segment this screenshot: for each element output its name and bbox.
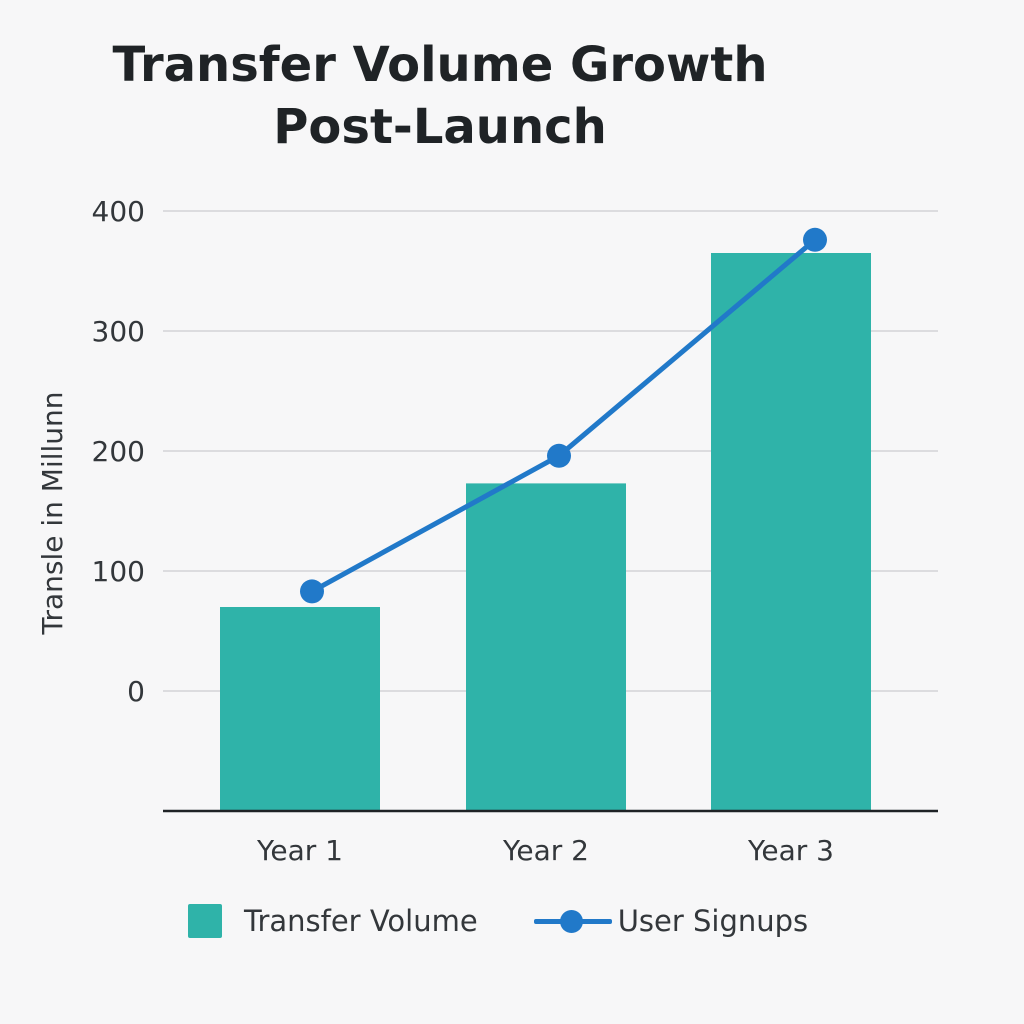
chart-title-line-2: Post-Launch: [273, 99, 607, 155]
bar-year-2: [466, 483, 626, 811]
x-tick-labels: Year 1 Year 2 Year 3: [256, 834, 834, 867]
chart-title-line-1: Transfer Volume Growth: [112, 37, 768, 93]
x-tick-label-year-1: Year 1: [256, 834, 343, 867]
legend-line-swatch-icon: [533, 904, 612, 938]
y-tick-label-0: 0: [127, 675, 145, 708]
legend-item-user-signups: User Signups: [478, 904, 808, 938]
x-tick-label-year-3: Year 3: [747, 834, 834, 867]
x-tick-label-year-2: Year 2: [502, 834, 589, 867]
legend-label-transfer-volume: Transfer Volume: [244, 904, 478, 938]
legend-bar-swatch-icon: [188, 904, 222, 938]
y-tick-label-100: 100: [92, 555, 145, 588]
legend: Transfer Volume User Signups: [188, 896, 1008, 946]
y-tick-label-200: 200: [92, 435, 145, 468]
line-series: [300, 227, 827, 604]
legend-label-user-signups: User Signups: [617, 904, 809, 938]
bar-year-1: [220, 607, 380, 811]
user-signups-point-2: [547, 443, 571, 468]
y-axis-label: Transle in Millunn: [36, 391, 69, 635]
y-tick-label-300: 300: [92, 315, 145, 348]
chart-title: Transfer Volume Growth Post-Launch: [0, 34, 880, 158]
bar-year-3: [711, 253, 871, 811]
bar-series: [220, 253, 871, 811]
user-signups-point-1: [300, 579, 324, 604]
legend-item-transfer-volume: Transfer Volume: [188, 904, 478, 938]
user-signups-point-3: [803, 227, 827, 252]
y-tick-label-400: 400: [92, 195, 145, 228]
y-tick-labels: 0 100 200 300 400: [92, 195, 145, 708]
